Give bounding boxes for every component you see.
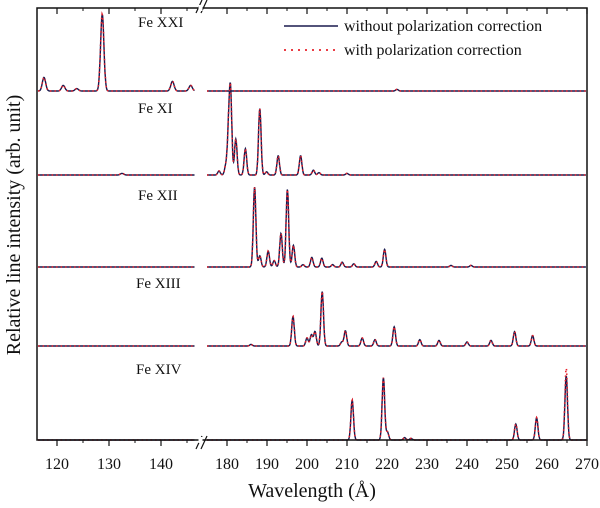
legend-label-with: with polarization correction [344, 42, 522, 59]
panel-fe-xi [38, 82, 586, 176]
curves [37, 11, 586, 441]
x-tick-label: 250 [495, 456, 519, 473]
x-tick-label: 210 [335, 456, 359, 473]
uncorrected-spectrum-line [207, 187, 586, 268]
panel-label: Fe XIV [136, 362, 182, 378]
x-tick-label: 220 [375, 456, 399, 473]
x-tick-label: 240 [455, 456, 479, 473]
panel-fe-xxi [37, 11, 586, 92]
x-tick-label: 120 [45, 456, 69, 473]
corrected-spectrum-line [207, 291, 586, 347]
corrected-spectrum-line [207, 187, 586, 268]
x-ticks: 120 130 140 180 190 200 210 220 230 240 250 260 270 [45, 0, 599, 473]
axis-break-gap [198, 5, 203, 11]
uncorrected-spectrum-line [207, 375, 586, 441]
axis-break-mark [200, 435, 208, 450]
x-tick-label: 230 [415, 456, 439, 473]
x-tick-label: 180 [215, 456, 239, 473]
x-tick-label: 130 [97, 456, 121, 473]
axis-break-gap [198, 437, 203, 443]
x-tick-label: 140 [149, 456, 173, 473]
corrected-spectrum-line [207, 82, 586, 176]
legend: without polarization correction with pol… [284, 18, 542, 59]
uncorrected-spectrum-line [207, 82, 586, 176]
x-axis-label: Wavelength (Å) [248, 480, 376, 502]
panel-label: Fe XXI [138, 15, 183, 31]
y-axis-label: Relative line intensity (arb. unit) [3, 95, 25, 356]
corrected-spectrum-line [37, 11, 195, 92]
panel-label: Fe XII [138, 188, 178, 204]
x-tick-label: 260 [535, 456, 559, 473]
panel-label: Fe XIII [136, 276, 181, 292]
corrected-spectrum-line [207, 88, 586, 92]
panel-fe-xiv [38, 367, 586, 441]
panel-fe-xii [38, 187, 586, 268]
x-tick-label: 200 [295, 456, 319, 473]
legend-label-without: without polarization correction [344, 18, 542, 35]
panel-fe-xiii [38, 291, 586, 347]
panel-labels: Fe XXI Fe XI Fe XII Fe XIII Fe XIV [136, 15, 183, 378]
plot-frame [36, 7, 588, 441]
corrected-spectrum-line [38, 172, 195, 176]
corrected-spectrum-line [207, 367, 586, 441]
x-tick-label: 270 [575, 456, 599, 473]
x-tick-label: 190 [255, 456, 279, 473]
panel-label: Fe XI [138, 101, 173, 117]
